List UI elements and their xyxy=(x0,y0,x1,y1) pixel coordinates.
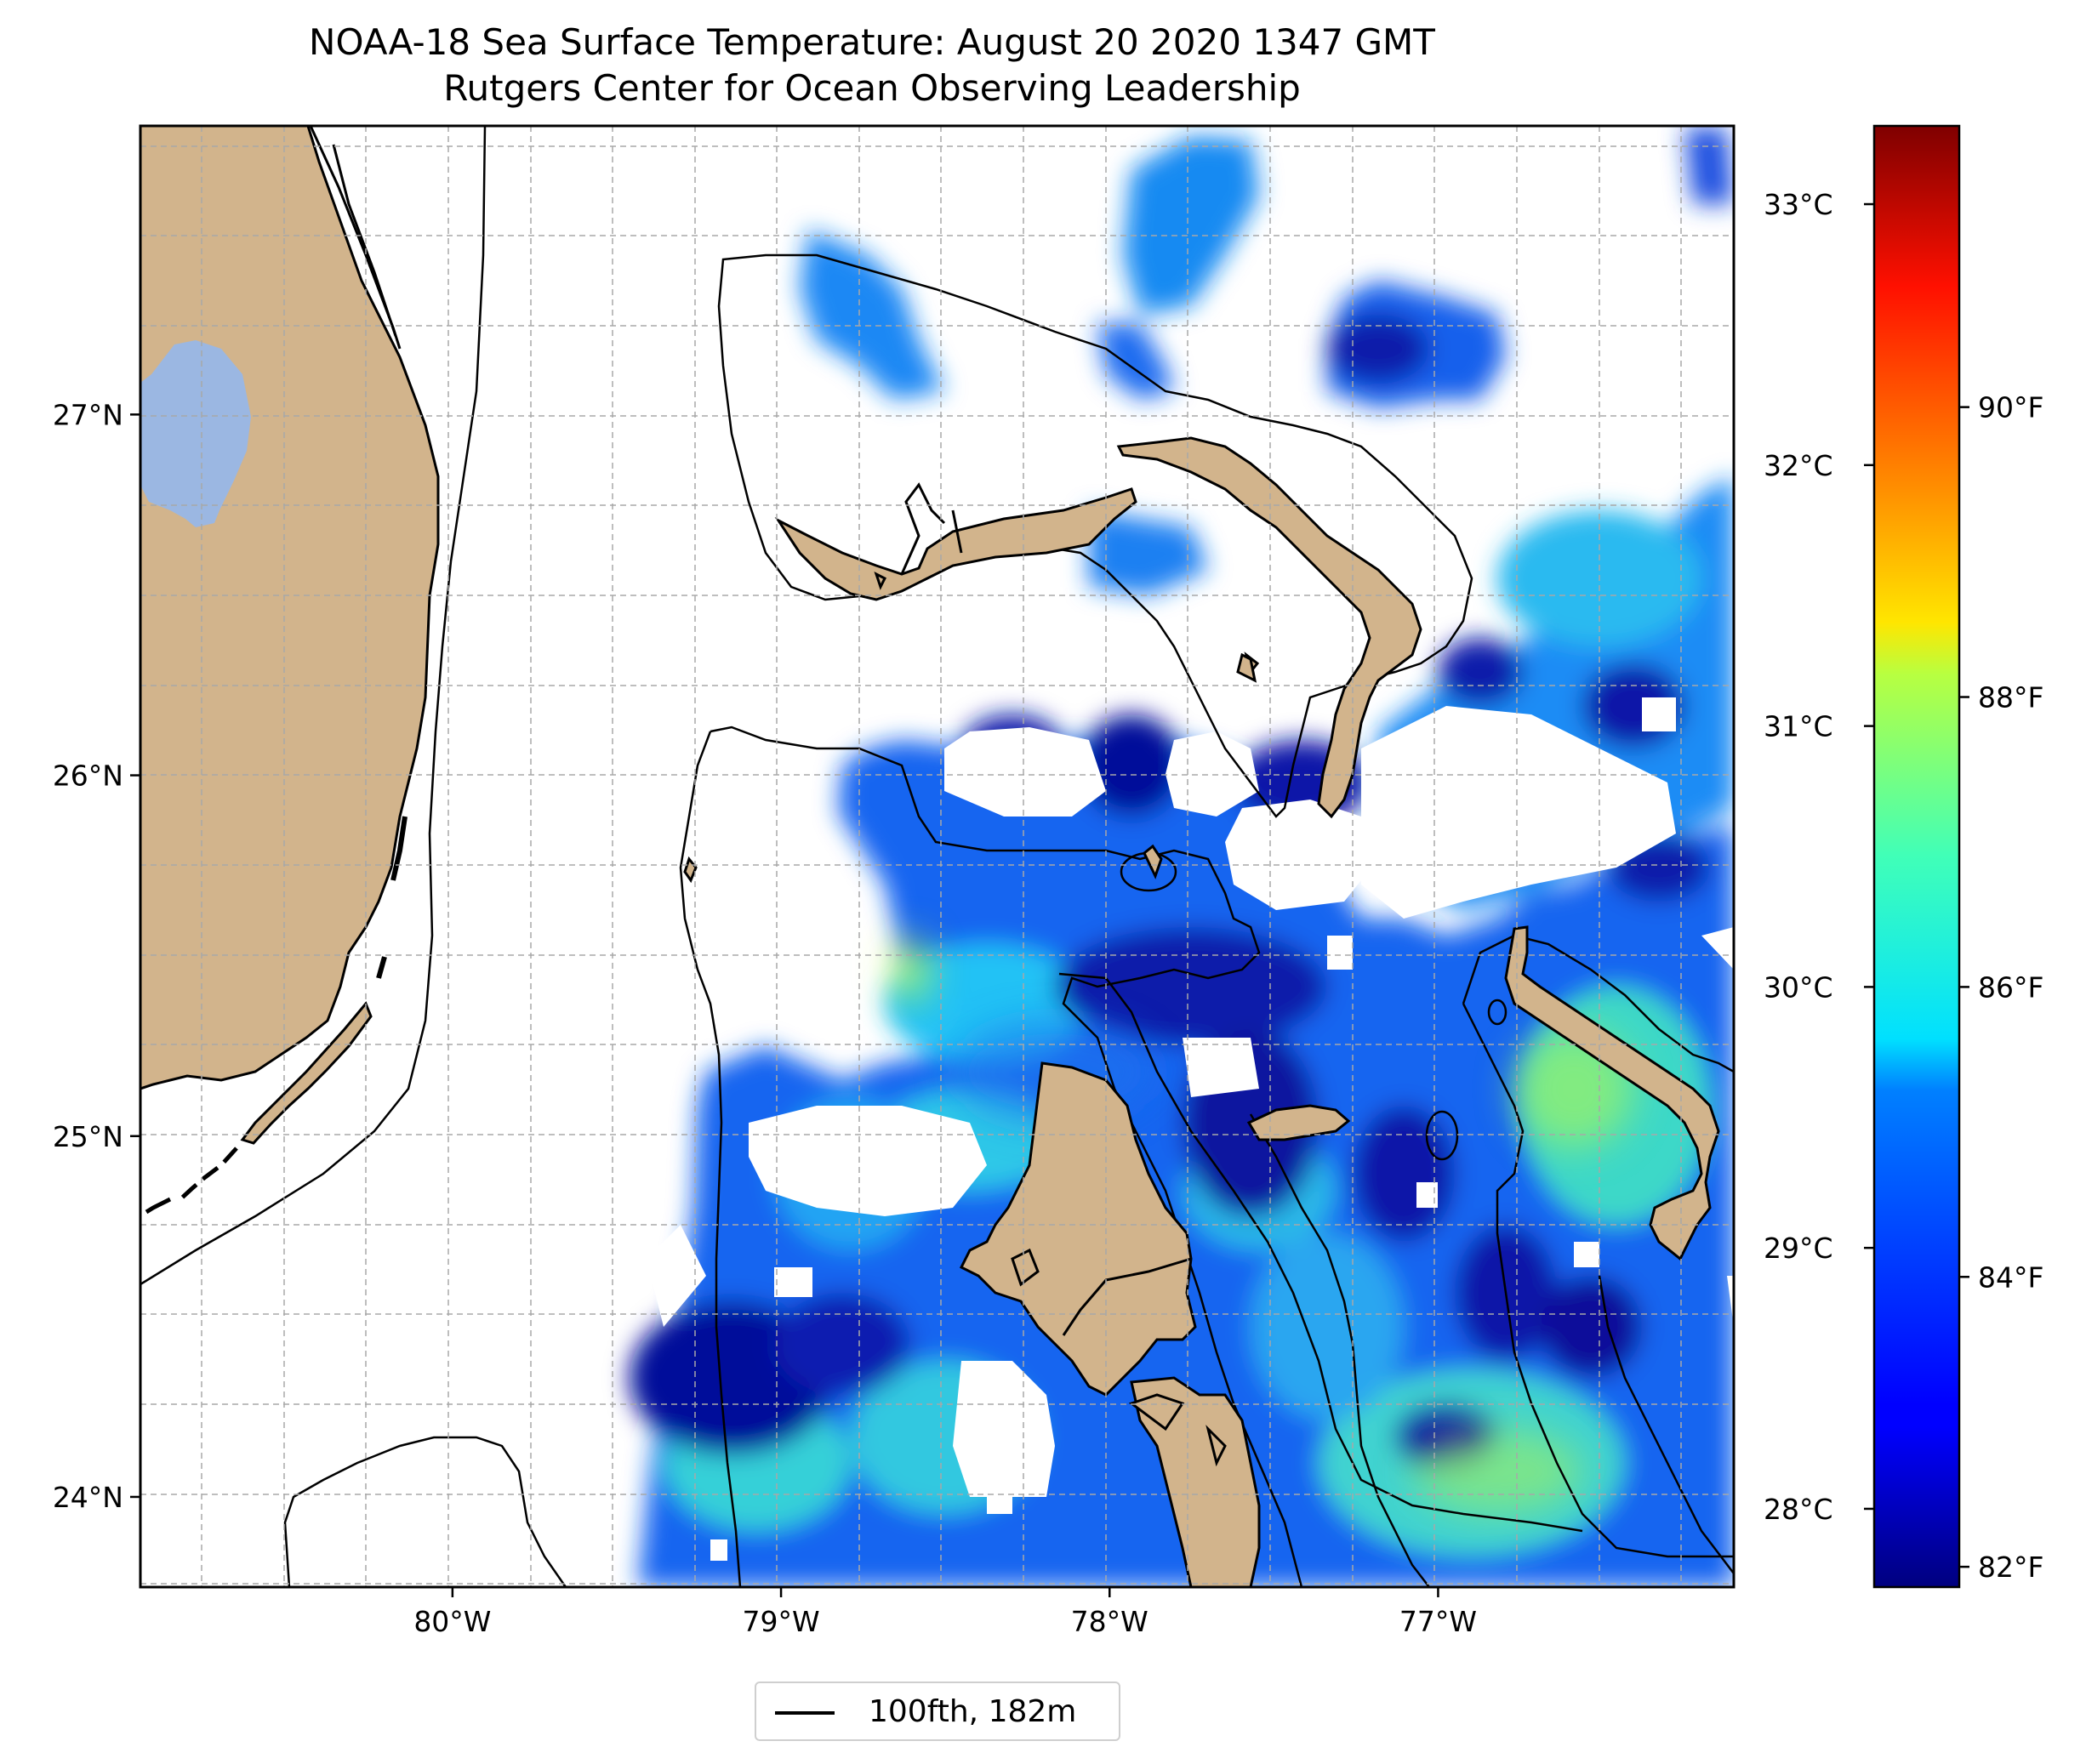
x-tick-label: 80°W xyxy=(413,1605,491,1638)
bahamas-land xyxy=(683,436,1720,1587)
legend-label: 100fth, 182m xyxy=(869,1694,1077,1729)
eleuthera xyxy=(1504,925,1720,1261)
x-tick-label: 77°W xyxy=(1399,1605,1477,1638)
celsius-tick-label: 33°C xyxy=(1764,188,1833,221)
longitude-axis: 80°W 79°W 78°W 77°W xyxy=(413,1587,1477,1638)
colorbar xyxy=(1872,124,1961,1589)
lake-okeechobee xyxy=(140,340,251,527)
y-tick-label: 26°N xyxy=(53,760,123,793)
gridlines xyxy=(140,126,1734,1587)
fahrenheit-tick-label: 86°F xyxy=(1978,970,2043,1004)
legend-line-swatch xyxy=(775,1711,835,1715)
andros-island xyxy=(959,1061,1197,1397)
legend: 100fth, 182m xyxy=(755,1681,1120,1741)
south-andros xyxy=(1130,1376,1261,1587)
new-providence xyxy=(1246,1104,1351,1141)
map-title: NOAA-18 Sea Surface Temperature: August … xyxy=(309,21,1435,63)
celsius-tick-label: 28°C xyxy=(1764,1493,1833,1526)
celsius-tick-label: 29°C xyxy=(1764,1232,1833,1265)
fahrenheit-tick-label: 84°F xyxy=(1978,1260,2043,1294)
florida-keys xyxy=(240,1001,373,1145)
x-tick-label: 79°W xyxy=(742,1605,819,1638)
fahrenheit-tick-label: 88°F xyxy=(1978,681,2043,714)
y-tick-label: 27°N xyxy=(53,398,123,431)
map-area xyxy=(140,126,1734,1587)
map-frame xyxy=(139,124,1735,1589)
colorbar-celsius-axis: 28°C 29°C 30°C 31°C 32°C 33°C xyxy=(1764,188,1874,1526)
map-subtitle: Rutgers Center for Ocean Observing Leade… xyxy=(443,67,1301,109)
fahrenheit-tick-label: 82°F xyxy=(1978,1551,2043,1584)
fahrenheit-tick-label: 90°F xyxy=(1978,391,2043,424)
celsius-tick-label: 31°C xyxy=(1764,710,1833,743)
colorbar-fahrenheit-axis: 82°F 84°F 86°F 88°F 90°F xyxy=(1959,391,2043,1584)
florida-land xyxy=(140,126,440,1215)
latitude-axis: 24°N 25°N 26°N 27°N xyxy=(53,398,140,1514)
celsius-tick-label: 32°C xyxy=(1764,449,1833,482)
celsius-tick-label: 30°C xyxy=(1764,970,1833,1004)
x-tick-label: 78°W xyxy=(1071,1605,1148,1638)
contour-100fth xyxy=(140,126,1734,1587)
y-tick-label: 24°N xyxy=(53,1481,123,1514)
great-abaco xyxy=(1116,436,1422,819)
y-tick-label: 25°N xyxy=(53,1120,123,1153)
